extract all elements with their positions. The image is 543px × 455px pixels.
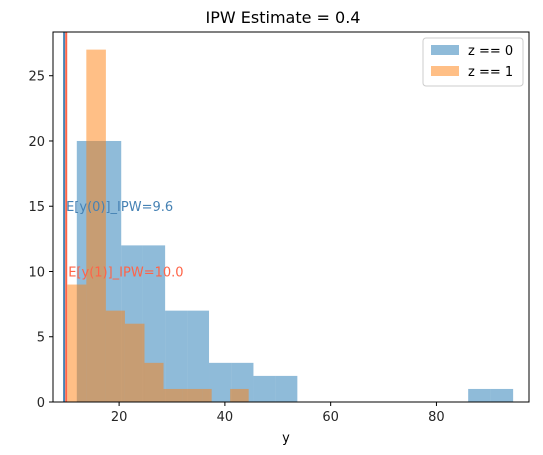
bar-series0-bin4 (165, 310, 188, 402)
plot-frame (52, 31, 530, 403)
y-tick-label-2: 10 (28, 265, 45, 280)
y-tick-label-4: 20 (28, 135, 45, 150)
bar-series1-bin7 (202, 388, 212, 402)
y-tick-label-5: 25 (28, 70, 45, 85)
bar-series0-bin9 (275, 375, 298, 402)
annotation-0: E[y(0)]_IPW=9.6 (66, 200, 173, 215)
x-tick-label-1: 40 (217, 410, 234, 425)
bar-series1-bin0 (67, 284, 87, 402)
bar-series0-bin11 (468, 388, 491, 402)
bar-series0-bin5 (187, 310, 210, 402)
bar-series1-bin9 (230, 388, 249, 402)
bar-series1-bin4 (144, 362, 164, 402)
x-tick-label-2: 60 (322, 410, 339, 425)
bar-series1-bin3 (124, 323, 145, 402)
bar-series1-bin2 (105, 310, 125, 402)
bar-series1-bin6 (182, 388, 203, 402)
bar-series0-bin6 (209, 362, 232, 402)
x-axis-ticks: 20 40 60 80 (111, 402, 445, 425)
y-tick-label-1: 5 (37, 331, 45, 346)
chart-title: IPW Estimate = 0.4 (206, 8, 361, 27)
legend-swatch-1 (431, 66, 459, 76)
annotation-1: E[y(1)]_IPW=10.0 (68, 265, 183, 280)
bar-series0-bin8 (253, 375, 276, 402)
x-axis-label: y (282, 431, 290, 446)
y-tick-label-3: 15 (28, 200, 45, 215)
y-axis-ticks: 0 5 10 15 20 25 (28, 70, 53, 411)
legend-label-1: z == 1 (468, 65, 513, 80)
estimate-lines (63, 32, 68, 402)
bar-series1-bin5 (163, 388, 183, 402)
legend-label-0: z == 0 (468, 44, 513, 59)
x-tick-label-3: 80 (428, 410, 445, 425)
histogram-bars (67, 49, 514, 403)
x-tick-label-0: 20 (111, 410, 128, 425)
bar-series0-bin12 (490, 388, 514, 402)
estimate-annotations: E[y(0)]_IPW=9.6 E[y(1)]_IPW=10.0 (66, 200, 183, 280)
bar-series1-bin1 (86, 49, 106, 402)
legend: z == 0 z == 1 (422, 37, 524, 87)
y-tick-label-0: 0 (37, 396, 45, 411)
legend-swatch-0 (431, 45, 459, 55)
